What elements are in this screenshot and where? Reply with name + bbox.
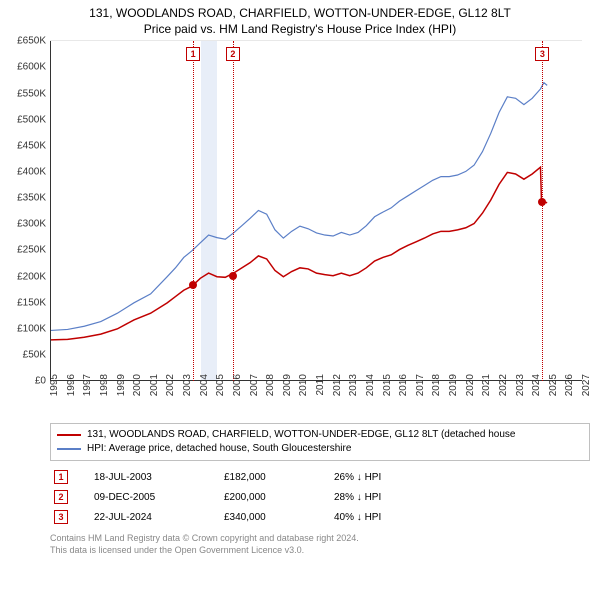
- tx-price: £182,000: [220, 467, 330, 487]
- marker-ref-3: 3: [54, 510, 68, 524]
- footer-line-2: This data is licensed under the Open Gov…: [50, 545, 590, 557]
- legend-label: HPI: Average price, detached house, Sout…: [87, 442, 351, 456]
- tx-diff: 26% ↓ HPI: [330, 467, 582, 487]
- x-tick-label: 2003: [182, 374, 193, 396]
- marker-label-3: 3: [535, 47, 549, 61]
- x-tick-label: 2002: [165, 374, 176, 396]
- marker-vline: [193, 41, 194, 381]
- down-arrow-icon: ↓: [357, 492, 362, 503]
- title-line-2: Price paid vs. HM Land Registry's House …: [10, 22, 590, 38]
- y-tick-label: £550K: [10, 88, 46, 99]
- series-property: [51, 167, 547, 340]
- tx-date: 09-DEC-2005: [90, 487, 220, 507]
- chart-title: 131, WOODLANDS ROAD, CHARFIELD, WOTTON-U…: [10, 6, 590, 37]
- legend-swatch: [57, 434, 81, 436]
- x-tick-label: 2023: [515, 374, 526, 396]
- x-tick-label: 1999: [116, 374, 127, 396]
- chart-area: £0 £50K £100K £150K £200K £250K £300K £350K £400…: [10, 41, 590, 421]
- tx-diff: 40% ↓ HPI: [330, 507, 582, 527]
- x-tick-label: 2022: [498, 374, 509, 396]
- x-tick-label: 2004: [199, 374, 210, 396]
- y-tick-label: £250K: [10, 245, 46, 256]
- table-row: 1 18-JUL-2003 £182,000 26% ↓ HPI: [50, 467, 582, 487]
- legend-label: 131, WOODLANDS ROAD, CHARFIELD, WOTTON-U…: [87, 428, 515, 442]
- x-tick-label: 2014: [365, 374, 376, 396]
- x-tick-label: 2012: [332, 374, 343, 396]
- marker-vline: [233, 41, 234, 381]
- down-arrow-icon: ↓: [357, 512, 362, 523]
- y-tick-label: £450K: [10, 140, 46, 151]
- x-tick-label: 2026: [564, 374, 575, 396]
- x-tick-label: 2000: [132, 374, 143, 396]
- legend-item: 131, WOODLANDS ROAD, CHARFIELD, WOTTON-U…: [57, 428, 583, 442]
- y-tick-label: £50K: [10, 350, 46, 361]
- x-tick-label: 2019: [448, 374, 459, 396]
- x-tick-label: 1995: [49, 374, 60, 396]
- x-tick-label: 2020: [465, 374, 476, 396]
- x-tick-label: 2027: [581, 374, 592, 396]
- x-tick-label: 2011: [315, 374, 326, 396]
- marker-label-1: 1: [186, 47, 200, 61]
- series-hpi: [51, 83, 547, 331]
- tx-price: £200,000: [220, 487, 330, 507]
- x-tick-label: 2006: [232, 374, 243, 396]
- marker-ref-1: 1: [54, 470, 68, 484]
- tx-date: 22-JUL-2024: [90, 507, 220, 527]
- table-row: 2 09-DEC-2005 £200,000 28% ↓ HPI: [50, 487, 582, 507]
- x-tick-label: 1996: [66, 374, 77, 396]
- sale-point-2: [229, 272, 237, 280]
- y-tick-label: £200K: [10, 271, 46, 282]
- y-tick-label: £500K: [10, 114, 46, 125]
- x-tick-label: 2007: [249, 374, 260, 396]
- footer: Contains HM Land Registry data © Crown c…: [50, 533, 590, 556]
- x-tick-label: 2008: [265, 374, 276, 396]
- sale-point-3: [538, 198, 546, 206]
- transaction-table: 1 18-JUL-2003 £182,000 26% ↓ HPI 2 09-DE…: [50, 467, 582, 527]
- x-tick-label: 2016: [398, 374, 409, 396]
- x-tick-label: 2001: [149, 374, 160, 396]
- x-tick-label: 2015: [382, 374, 393, 396]
- down-arrow-icon: ↓: [357, 472, 362, 483]
- x-tick-label: 2021: [481, 374, 492, 396]
- y-tick-label: £0: [10, 376, 46, 387]
- x-tick-label: 2013: [348, 374, 359, 396]
- y-tick-label: £650K: [10, 36, 46, 47]
- marker-label-2: 2: [226, 47, 240, 61]
- x-tick-label: 1997: [82, 374, 93, 396]
- x-tick-label: 1998: [99, 374, 110, 396]
- y-tick-label: £300K: [10, 219, 46, 230]
- plot-area: 1 2 3: [50, 41, 582, 381]
- y-tick-label: £150K: [10, 297, 46, 308]
- marker-vline: [542, 41, 543, 381]
- x-tick-label: 2025: [548, 374, 559, 396]
- tx-price: £340,000: [220, 507, 330, 527]
- y-tick-label: £400K: [10, 166, 46, 177]
- x-tick-label: 2005: [215, 374, 226, 396]
- chart-container: 131, WOODLANDS ROAD, CHARFIELD, WOTTON-U…: [0, 0, 600, 590]
- x-tick-label: 2024: [531, 374, 542, 396]
- marker-ref-2: 2: [54, 490, 68, 504]
- y-tick-label: £350K: [10, 193, 46, 204]
- y-tick-label: £100K: [10, 323, 46, 334]
- footer-line-1: Contains HM Land Registry data © Crown c…: [50, 533, 590, 545]
- table-row: 3 22-JUL-2024 £340,000 40% ↓ HPI: [50, 507, 582, 527]
- x-tick-label: 2009: [282, 374, 293, 396]
- x-tick-label: 2010: [298, 374, 309, 396]
- tx-date: 18-JUL-2003: [90, 467, 220, 487]
- line-svg: [51, 41, 582, 380]
- x-tick-label: 2017: [415, 374, 426, 396]
- y-tick-label: £600K: [10, 62, 46, 73]
- x-tick-label: 2018: [431, 374, 442, 396]
- title-line-1: 131, WOODLANDS ROAD, CHARFIELD, WOTTON-U…: [10, 6, 590, 22]
- legend-item: HPI: Average price, detached house, Sout…: [57, 442, 583, 456]
- legend-swatch: [57, 448, 81, 450]
- tx-diff: 28% ↓ HPI: [330, 487, 582, 507]
- sale-point-1: [189, 281, 197, 289]
- legend: 131, WOODLANDS ROAD, CHARFIELD, WOTTON-U…: [50, 423, 590, 461]
